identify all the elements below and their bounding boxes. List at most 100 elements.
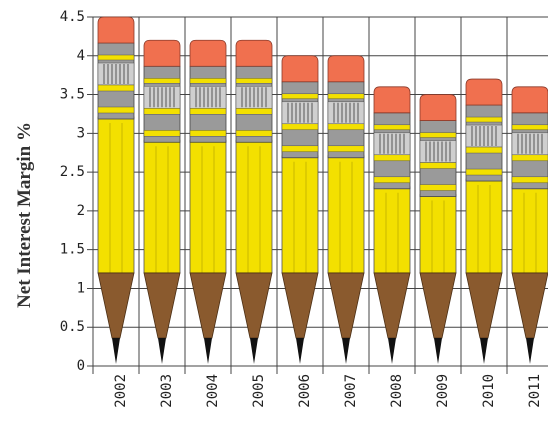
ferrule-band (235, 130, 273, 137)
pencil-body (281, 155, 319, 274)
ferrule-band (327, 123, 365, 131)
pencil-wood (97, 272, 135, 339)
pencil-wood (511, 272, 548, 339)
pencil-eraser (419, 94, 457, 121)
pencil-eraser (327, 55, 365, 83)
ferrule-band (189, 130, 227, 137)
y-tick-label: 3.5 (60, 87, 85, 103)
pencil (281, 55, 319, 364)
pencil-wood (373, 272, 411, 339)
pencil-eraser (97, 16, 135, 44)
ferrule-band (143, 108, 181, 115)
ferrule-band (511, 124, 548, 131)
pencil-wood (465, 272, 503, 339)
pencil (235, 39, 273, 364)
y-tick-label: 4.5 (60, 9, 85, 25)
ferrule-band (419, 132, 457, 138)
pencil-lead (296, 338, 304, 364)
pencil (465, 78, 503, 364)
x-tick-label: 2008 (389, 374, 405, 408)
pencil-wood (281, 272, 319, 339)
pencil (189, 39, 227, 364)
ferrule-band (235, 108, 273, 115)
ferrule-band (511, 176, 548, 184)
pencil (511, 86, 548, 364)
ferrule-band (373, 176, 411, 184)
pencil-lead (250, 338, 258, 364)
pencil-lead (158, 338, 166, 364)
pencil-wood (189, 272, 227, 339)
pencil (419, 94, 457, 364)
y-tick-label: 2 (77, 203, 85, 219)
ferrule-band (97, 84, 135, 92)
pencil-eraser (235, 39, 273, 67)
ferrule-band (281, 93, 319, 100)
y-axis-label: Net Interest Margin % (14, 122, 35, 308)
y-tick-label: 0.5 (60, 319, 85, 335)
pencil-eraser (143, 39, 181, 67)
pencil-lead (526, 338, 534, 364)
ferrule-band (465, 146, 503, 154)
pencil-body (189, 139, 227, 274)
ferrule-band (511, 154, 548, 162)
pencil-body (419, 194, 457, 274)
ferrule-band (189, 78, 227, 84)
ferrule-band (419, 162, 457, 169)
ferrule-band (235, 78, 273, 84)
ferrule-band (189, 108, 227, 115)
pencil-body (97, 116, 135, 274)
pencil-body (465, 178, 503, 274)
y-tick-label: 1 (77, 280, 85, 296)
y-tick-label: 3 (77, 125, 85, 141)
pencil-body (373, 186, 411, 274)
x-tick-label: 2006 (297, 374, 313, 408)
pencil-wood (143, 272, 181, 339)
pencil-lead (434, 338, 442, 364)
x-tick-label: 2011 (527, 374, 543, 408)
x-tick-label: 2007 (343, 374, 359, 408)
y-tick-label: 4 (77, 48, 85, 64)
ferrule-band (419, 184, 457, 191)
ferrule-band (465, 168, 503, 176)
pencil (143, 39, 181, 364)
pencil-eraser (189, 39, 227, 67)
pencil-lead (204, 338, 212, 364)
ferrule-band (327, 145, 365, 153)
pencil-lead (480, 338, 488, 364)
pencil-body (143, 139, 181, 274)
pencil-body (327, 155, 365, 274)
pencil-body (511, 186, 548, 274)
pencil-wood (419, 272, 457, 339)
pencil-lead (388, 338, 396, 364)
ferrule-band (143, 130, 181, 137)
ferrule-band (281, 145, 319, 153)
pencil-eraser (511, 86, 548, 114)
x-tick-label: 2004 (205, 374, 221, 408)
ferrule-band (465, 116, 503, 123)
ferrule-band (97, 54, 135, 61)
x-tick-label: 2010 (481, 374, 497, 408)
pencil-lead (342, 338, 350, 364)
pencil-lead (112, 338, 120, 364)
y-tick-label: 0 (77, 358, 85, 374)
pencil-wood (235, 272, 273, 339)
ferrule-band (281, 123, 319, 131)
ferrule-band (373, 124, 411, 131)
y-tick-label: 1.5 (60, 242, 85, 258)
pencil-wood (327, 272, 365, 339)
ferrule-band (143, 78, 181, 84)
pencil-eraser (373, 86, 411, 114)
pencil-eraser (281, 55, 319, 83)
ferrule-band (373, 154, 411, 162)
pencil (373, 86, 411, 364)
x-tick-label: 2003 (159, 374, 175, 408)
pencil (97, 16, 135, 364)
x-tick-label: 2002 (113, 374, 129, 408)
ferrule-band (97, 106, 135, 114)
y-tick-label: 2.5 (60, 164, 85, 180)
ferrule-band (327, 93, 365, 100)
x-tick-label: 2009 (435, 374, 451, 408)
pencil-eraser (465, 78, 503, 106)
pencil (327, 55, 365, 364)
